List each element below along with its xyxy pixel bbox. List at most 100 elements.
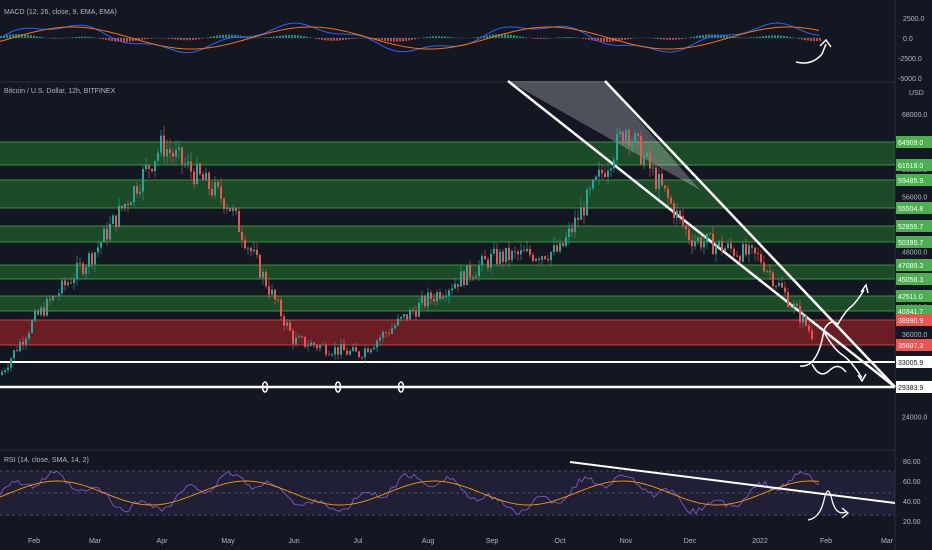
candle-body — [796, 303, 798, 306]
candle-body — [304, 336, 306, 347]
candle-body — [649, 153, 651, 169]
candle-body — [691, 240, 693, 247]
time-axis-label: May — [221, 538, 235, 545]
candle-body — [271, 289, 273, 295]
macd-bar — [807, 38, 809, 41]
candle-body — [100, 242, 102, 248]
bottom-marker — [261, 381, 269, 393]
candle-body — [733, 248, 735, 256]
macd-bar — [90, 37, 92, 38]
macd-bar — [408, 38, 410, 41]
macd-bar — [438, 36, 440, 38]
macd-bar — [600, 38, 602, 42]
candle-body — [673, 203, 675, 219]
candle-body — [253, 249, 255, 252]
macd-bar — [612, 38, 614, 42]
wedge-lower-line — [507, 80, 896, 388]
candle-body — [211, 188, 213, 196]
candle-body — [430, 292, 432, 299]
candle-body — [43, 307, 45, 316]
macd-bar — [36, 36, 38, 38]
support-zone — [0, 296, 895, 311]
macd-bar — [327, 38, 329, 41]
macd-bar — [756, 36, 758, 38]
candle-body — [256, 249, 258, 256]
macd-bar — [405, 38, 407, 41]
level-label-text: 33005.9 — [898, 360, 923, 367]
macd-bar — [477, 37, 479, 38]
candle-body — [472, 277, 474, 279]
candle-body — [238, 211, 240, 232]
macd-bar — [138, 38, 140, 41]
chart-title: Bitcoin / U.S. Dollar, 12h, BITFINEX — [4, 88, 116, 95]
macd-bar — [699, 35, 701, 38]
candle-body — [292, 330, 294, 344]
candle-body — [640, 135, 642, 165]
macd-bar — [717, 34, 719, 38]
candle-body — [667, 188, 669, 198]
macd-bar — [513, 35, 515, 38]
macd-bar — [501, 33, 503, 38]
candle-body — [397, 318, 399, 326]
rsi-title: RSI (14, close, SMA, 14, 2) — [4, 457, 89, 464]
candle-body — [154, 160, 156, 172]
macd-bar — [222, 34, 224, 38]
macd-bar — [441, 36, 443, 38]
candle-body — [712, 233, 714, 255]
macd-bar — [141, 38, 143, 40]
candle-body — [442, 296, 444, 299]
candle-body — [196, 163, 198, 185]
candle-body — [628, 130, 630, 147]
candle-body — [286, 322, 288, 326]
candle-body — [202, 174, 204, 181]
candle-body — [418, 303, 420, 317]
level-label: 35607.3 — [896, 339, 932, 351]
level-label: 29383.9 — [896, 381, 932, 393]
candle-body — [778, 282, 780, 286]
macd-bar — [411, 38, 413, 40]
candle-body — [34, 311, 36, 321]
candle-body — [280, 299, 282, 317]
candle-body — [157, 152, 159, 161]
macd-bar — [339, 38, 341, 41]
candle-body — [607, 170, 609, 177]
level-label-text: 40341.7 — [898, 309, 923, 316]
macd-bar — [618, 38, 620, 41]
candle-body — [793, 303, 795, 308]
candle-body — [10, 358, 12, 368]
candle-body — [244, 240, 246, 249]
candle-body — [427, 292, 429, 307]
candle-body — [757, 253, 759, 255]
candle-body — [163, 135, 165, 157]
macd-bar — [81, 36, 83, 38]
macd-bar — [393, 38, 395, 42]
resistance-zone — [0, 320, 895, 345]
candle-body — [439, 292, 441, 299]
candle-body — [400, 317, 402, 319]
candle-body — [322, 344, 324, 346]
macd-bar — [132, 38, 134, 42]
candle-body — [13, 350, 15, 359]
macd-bar — [210, 36, 212, 38]
macd-bar — [504, 34, 506, 38]
candle-body — [172, 152, 174, 157]
macd-bar — [177, 38, 179, 40]
candle-body — [496, 248, 498, 264]
macd-bar — [669, 38, 671, 40]
macd-bar — [144, 38, 146, 40]
macd-bar — [99, 38, 101, 39]
macd-bar — [624, 38, 626, 40]
macd-bar — [804, 38, 806, 41]
time-axis-label: Mar — [881, 538, 894, 545]
macd-bar — [564, 37, 566, 38]
candle-body — [625, 130, 627, 144]
macd-bar — [696, 35, 698, 38]
macd-bar — [732, 36, 734, 38]
candle-body — [766, 271, 768, 272]
candle-body — [559, 243, 561, 252]
candle-body — [646, 153, 648, 157]
macd-bar — [213, 36, 215, 38]
candle-body — [523, 250, 525, 252]
candle-body — [526, 248, 528, 252]
